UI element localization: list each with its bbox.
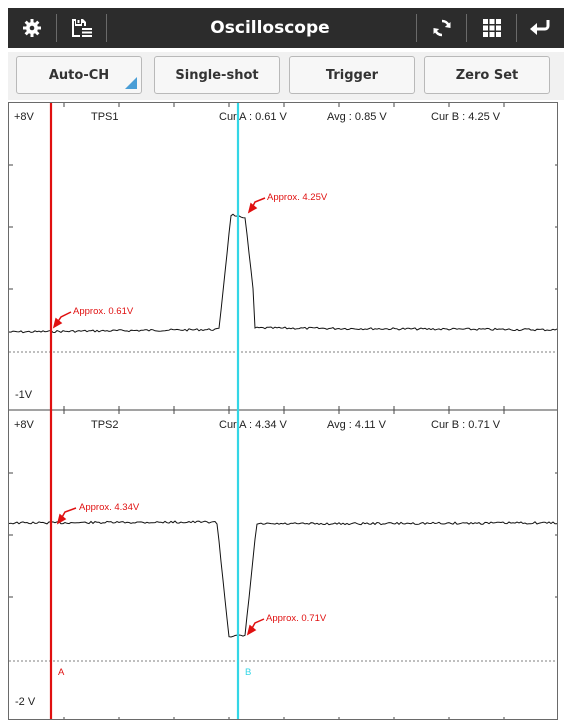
ch2-annotation-b: Approx. 0.71V	[266, 613, 327, 624]
ch1-a-arrowhead	[52, 317, 63, 329]
ch1-annotation-b: Approx. 4.25V	[267, 192, 328, 203]
save-list-icon[interactable]	[58, 8, 106, 48]
menu-indicator-icon	[125, 77, 137, 89]
ch2-bottom-label: -2 V	[15, 696, 36, 708]
scope-display[interactable]: +8V TPS1 Cur A : 0.61 V Avg : 0.85 V Cur…	[8, 102, 558, 720]
ch1-annotation-a: Approx. 0.61V	[73, 306, 134, 317]
cursor-a-label[interactable]: A	[58, 667, 65, 678]
top-ticks	[63, 103, 505, 107]
left-ticks	[9, 164, 13, 598]
ch2-name: TPS2	[91, 419, 119, 431]
ch1-avg: Avg : 0.85 V	[327, 111, 387, 123]
ch2-trace	[9, 520, 557, 638]
ch1-trace	[9, 213, 557, 334]
cursor-b-label[interactable]: B	[245, 667, 252, 678]
refresh-icon[interactable]	[418, 8, 466, 48]
ch1-name: TPS1	[91, 111, 119, 123]
auto-ch-label: Auto-CH	[48, 67, 110, 83]
mid-ticks	[63, 406, 505, 414]
app-header: Oscilloscope	[8, 8, 564, 48]
right-ticks	[555, 164, 557, 598]
toolbar: Auto-CH Single-shot Trigger Zero Set	[8, 52, 564, 100]
trigger-label: Trigger	[325, 67, 379, 83]
zero-set-button[interactable]: Zero Set	[424, 56, 550, 94]
bottom-ticks	[63, 717, 505, 719]
trigger-button[interactable]: Trigger	[289, 56, 415, 94]
ch1-top-label: +8V	[14, 111, 34, 123]
ch2-avg: Avg : 4.11 V	[327, 419, 386, 431]
return-icon[interactable]	[516, 8, 564, 48]
ch1-cur-b: Cur B : 4.25 V	[431, 111, 501, 123]
ch2-annotation-a: Approx. 4.34V	[79, 502, 140, 513]
ch2-cur-a: Cur A : 4.34 V	[219, 419, 287, 431]
ch2-cur-b: Cur B : 0.71 V	[431, 419, 501, 431]
grid-icon[interactable]	[468, 8, 516, 48]
zero-set-label: Zero Set	[455, 67, 519, 83]
single-shot-button[interactable]: Single-shot	[154, 56, 280, 94]
scope-canvas	[9, 103, 557, 719]
ch2-top-label: +8V	[14, 419, 34, 431]
ch2-a-arrowhead	[56, 513, 67, 525]
ch1-bottom-label: -1V	[15, 389, 33, 401]
ch2-b-arrowhead	[246, 624, 257, 636]
auto-ch-button[interactable]: Auto-CH	[16, 56, 142, 94]
ch1-b-arrowhead	[247, 202, 258, 214]
page-title: Oscilloscope	[210, 18, 330, 38]
single-shot-label: Single-shot	[175, 67, 259, 83]
gear-icon[interactable]	[8, 8, 56, 48]
ch1-cur-a: Cur A : 0.61 V	[219, 111, 287, 123]
